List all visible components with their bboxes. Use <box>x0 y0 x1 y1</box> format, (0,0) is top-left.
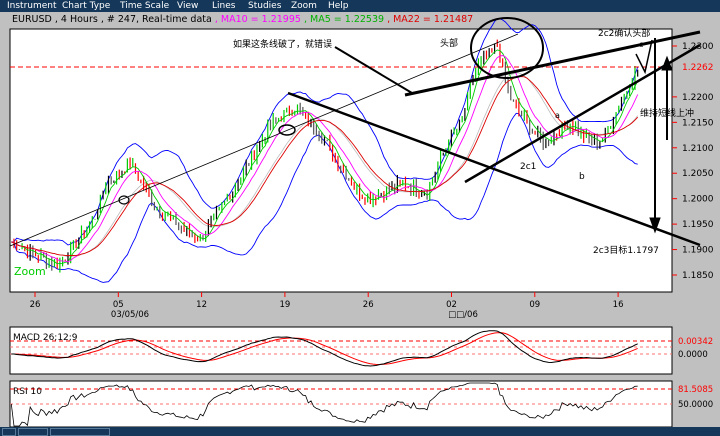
date-tick-label: 05 <box>113 300 124 310</box>
price-bars <box>13 39 639 273</box>
rsi-label: RSI 10 <box>13 387 42 397</box>
price-tick-label: 1.1900 <box>682 246 714 256</box>
annotation-2c1: 2c1 <box>520 162 536 172</box>
menu-bar: Instrument Chart Type Time Scale View Li… <box>0 0 720 12</box>
mark-circle-small <box>118 195 130 205</box>
status-bar <box>0 427 720 436</box>
ma5-value: , MA5 = 1.22539 <box>300 14 385 25</box>
rsi-line <box>10 382 638 427</box>
rise-arrowhead <box>661 55 673 71</box>
annotation-target: 2c3目标1.1797 <box>593 244 659 256</box>
moving-averages <box>11 49 639 265</box>
thin-trendline <box>9 33 519 247</box>
date-tick-label: 26 <box>363 300 374 310</box>
menu-instrument[interactable]: Instrument <box>7 1 57 11</box>
status-segment <box>18 428 48 436</box>
menu-help[interactable]: Help <box>328 1 349 11</box>
rsi-mid-value: 50.0000 <box>678 400 713 410</box>
target-arrowhead <box>649 217 661 234</box>
annotation-short-rise: 维持短线上冲 <box>640 107 694 119</box>
macd-line <box>11 330 638 367</box>
annotation-break-note: 如果这条线破了，就错误 <box>233 38 332 50</box>
ma22-line <box>11 76 639 257</box>
price-tick-label: 1.2000 <box>682 195 714 205</box>
price-tick-label: 1.2050 <box>682 169 714 179</box>
date-tick-label: 09 <box>529 300 540 310</box>
macd-level-value: 0.00342 <box>678 337 713 347</box>
bollinger-upper <box>11 18 639 246</box>
macd-signal-line <box>11 332 638 366</box>
price-tick-label: 1.1850 <box>682 271 714 281</box>
price-axis: 1.23001.22001.21501.21001.20501.20001.19… <box>672 42 714 281</box>
mark-circle <box>278 124 296 136</box>
info-bar: EURUSD , 4 Hours , # 247, Real-time data… <box>0 12 720 27</box>
price-tick-label: 1.2200 <box>682 93 714 103</box>
price-tick-label: 1.1950 <box>682 220 714 230</box>
zoom-label[interactable]: Zoom <box>14 265 46 278</box>
month-label: □□/06 <box>448 310 478 320</box>
date-tick-label: 19 <box>279 300 290 310</box>
rising-trendline <box>464 43 701 184</box>
arrow-line <box>334 46 413 94</box>
price-panel[interactable] <box>9 28 673 293</box>
current-price-label: 1.2262 <box>682 63 714 73</box>
head-circle <box>470 17 544 79</box>
status-segment <box>50 428 110 436</box>
macd-lines <box>11 330 638 367</box>
menu-lines[interactable]: Lines <box>212 1 236 11</box>
macd-zero-value: 0.0000 <box>678 350 708 360</box>
menu-chart-type[interactable]: Chart Type <box>62 1 111 11</box>
status-segment <box>2 428 16 436</box>
menu-time-scale[interactable]: Time Scale <box>120 1 170 11</box>
date-tick-label: 12 <box>196 300 207 310</box>
price-tick-label: 1.2150 <box>682 118 714 128</box>
annotation-c: c <box>639 40 643 49</box>
bollinger-middle <box>11 72 639 258</box>
menu-view[interactable]: View <box>177 1 199 11</box>
date-tick-label: 02 <box>446 300 457 310</box>
annotation-b: b <box>579 172 585 182</box>
price-tick-label: 1.2100 <box>682 144 714 154</box>
menu-studies[interactable]: Studies <box>248 1 282 11</box>
ma10-value: , MA10 = 1.21995 <box>211 14 301 25</box>
date-tick-label: 16 <box>613 300 624 310</box>
annotation-confirm-head: 2c2确认头部 <box>598 27 650 39</box>
date-axis: 26 05 12 19 26 02 09 16 03/05/06 □□/06 <box>30 292 624 320</box>
rsi-upper-value: 81.5085 <box>678 385 713 395</box>
wave-c-line <box>635 39 653 75</box>
ma5-line <box>11 49 639 265</box>
trendlines <box>9 17 701 247</box>
menu-zoom[interactable]: Zoom <box>291 1 317 11</box>
instrument-info: EURUSD , 4 Hours , # 247, Real-time data <box>12 14 212 25</box>
month-label: 03/05/06 <box>111 310 149 320</box>
macd-panel[interactable] <box>9 326 673 375</box>
date-tick-label: 26 <box>30 300 41 310</box>
ma22-value: , MA22 = 1.21487 <box>384 14 474 25</box>
rsi-line-path <box>10 382 638 427</box>
macd-label: MACD 26;12;9 <box>13 333 78 343</box>
ma10-line <box>11 55 639 263</box>
annotation-head: 头部 <box>440 37 458 49</box>
annotation-a: a <box>555 111 560 120</box>
descending-trendline <box>287 91 701 247</box>
